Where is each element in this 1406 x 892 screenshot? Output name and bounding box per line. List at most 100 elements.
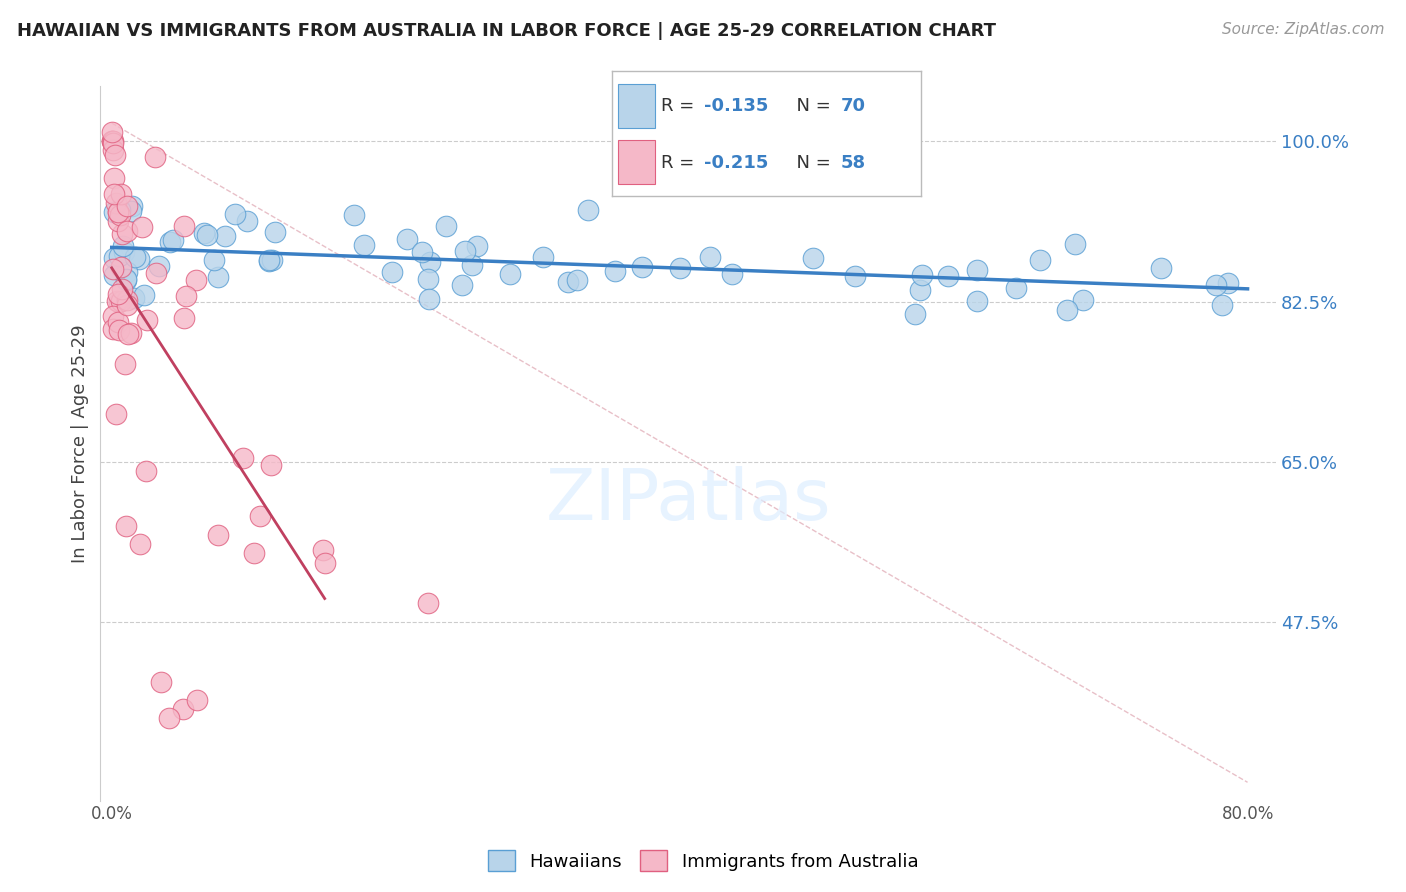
Point bbox=[131, 219, 153, 234]
Point bbox=[115, 272, 138, 286]
Point bbox=[557, 275, 579, 289]
Point bbox=[107, 204, 129, 219]
Point bbox=[214, 229, 236, 244]
Point bbox=[107, 214, 129, 228]
Legend: Hawaiians, Immigrants from Australia: Hawaiians, Immigrants from Australia bbox=[481, 843, 925, 879]
Point bbox=[249, 508, 271, 523]
Point bbox=[1150, 260, 1173, 275]
Point bbox=[631, 260, 654, 274]
Point bbox=[128, 252, 150, 267]
Point bbox=[110, 260, 132, 274]
Point bbox=[1216, 276, 1239, 290]
Point bbox=[1064, 237, 1087, 252]
Point bbox=[121, 199, 143, 213]
Point bbox=[115, 273, 138, 287]
Point bbox=[1056, 303, 1078, 318]
Point bbox=[669, 260, 692, 275]
Point bbox=[419, 255, 441, 269]
Point bbox=[1205, 278, 1227, 293]
Point bbox=[260, 458, 283, 472]
Point bbox=[110, 187, 132, 202]
Point bbox=[103, 148, 125, 162]
Text: 58: 58 bbox=[841, 153, 866, 171]
Point bbox=[115, 293, 138, 307]
Point bbox=[120, 203, 142, 218]
Point bbox=[173, 219, 195, 233]
Point bbox=[114, 358, 136, 372]
Point bbox=[101, 125, 124, 139]
Point bbox=[107, 323, 129, 337]
Point bbox=[111, 282, 134, 296]
Point bbox=[235, 214, 257, 228]
Point bbox=[105, 196, 128, 211]
Point bbox=[136, 313, 159, 327]
Point bbox=[111, 239, 134, 253]
Point bbox=[108, 250, 131, 264]
Point bbox=[904, 307, 927, 321]
Point bbox=[108, 295, 131, 310]
Point bbox=[699, 250, 721, 264]
Point bbox=[721, 267, 744, 281]
Point bbox=[605, 264, 627, 278]
Point bbox=[911, 268, 934, 282]
Point bbox=[100, 134, 122, 148]
Point bbox=[242, 546, 264, 560]
Point bbox=[103, 170, 125, 185]
Point bbox=[418, 292, 440, 306]
Point bbox=[186, 693, 208, 707]
Text: ZIPatlas: ZIPatlas bbox=[546, 467, 831, 535]
Text: 70: 70 bbox=[841, 97, 866, 115]
Point bbox=[434, 219, 457, 233]
Bar bbox=[617, 84, 655, 128]
Point bbox=[1211, 298, 1233, 312]
Point bbox=[908, 283, 931, 297]
Point bbox=[172, 702, 194, 716]
Y-axis label: In Labor Force | Age 25-29: In Labor Force | Age 25-29 bbox=[72, 324, 89, 563]
Point bbox=[195, 228, 218, 243]
Point bbox=[110, 294, 132, 309]
Text: N =: N = bbox=[785, 153, 837, 171]
Point bbox=[416, 596, 439, 610]
Point bbox=[103, 187, 125, 202]
Point bbox=[103, 309, 125, 323]
Point bbox=[411, 244, 433, 259]
Point bbox=[148, 259, 170, 273]
Point bbox=[395, 231, 418, 245]
Point bbox=[101, 134, 124, 148]
Point bbox=[1071, 293, 1094, 307]
Point bbox=[103, 268, 125, 283]
Text: HAWAIIAN VS IMMIGRANTS FROM AUSTRALIA IN LABOR FORCE | AGE 25-29 CORRELATION CHA: HAWAIIAN VS IMMIGRANTS FROM AUSTRALIA IN… bbox=[17, 22, 995, 40]
Text: Source: ZipAtlas.com: Source: ZipAtlas.com bbox=[1222, 22, 1385, 37]
Point bbox=[101, 262, 124, 277]
Point bbox=[108, 203, 131, 218]
Point bbox=[533, 250, 555, 264]
Point bbox=[105, 293, 128, 308]
Point bbox=[117, 326, 139, 341]
Point bbox=[353, 238, 375, 252]
Point bbox=[451, 278, 474, 293]
Point bbox=[461, 259, 484, 273]
Point bbox=[312, 543, 335, 558]
Point bbox=[565, 273, 588, 287]
Point bbox=[262, 253, 284, 268]
Point bbox=[453, 244, 475, 258]
Point bbox=[499, 267, 522, 281]
Point bbox=[381, 265, 404, 279]
Point bbox=[143, 150, 166, 164]
Point bbox=[115, 198, 138, 212]
Point bbox=[103, 251, 125, 265]
Point bbox=[576, 203, 599, 218]
Point bbox=[122, 291, 145, 305]
Point bbox=[207, 269, 229, 284]
Point bbox=[173, 310, 195, 325]
Point bbox=[264, 225, 287, 239]
Point bbox=[257, 253, 280, 268]
Point bbox=[100, 134, 122, 148]
Text: -0.215: -0.215 bbox=[704, 153, 769, 171]
Point bbox=[207, 528, 229, 542]
Point bbox=[101, 144, 124, 158]
Point bbox=[801, 251, 824, 265]
Point bbox=[174, 288, 197, 302]
Point bbox=[1029, 253, 1052, 268]
Point bbox=[232, 450, 254, 465]
